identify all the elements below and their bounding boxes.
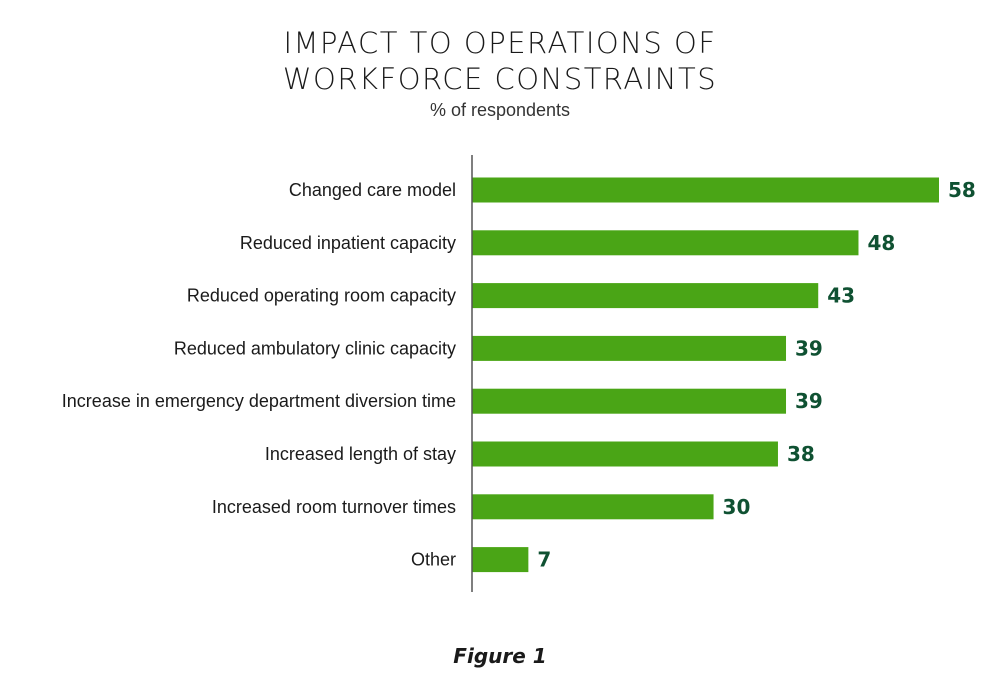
chart-subtitle: % of respondents [429,100,571,120]
bar [472,230,859,256]
value-label: 7 [537,548,551,572]
category-label: Reduced inpatient capacity [240,233,456,253]
category-label: Increased room turnover times [212,497,456,517]
value-label: 39 [795,389,823,413]
bar [472,494,714,520]
bar [472,335,787,361]
figure-caption: Figure 1 [453,644,547,668]
value-label: 38 [787,442,815,466]
bar [472,441,778,467]
value-label: 30 [723,495,751,519]
category-label: Increased length of stay [265,444,456,464]
chart-title-line-2: WORKFORCE CONSTRAINTS [282,62,718,96]
value-label: 58 [948,178,976,202]
category-label: Reduced ambulatory clinic capacity [174,338,456,358]
category-label: Increase in emergency department diversi… [62,391,456,411]
bar [472,177,939,203]
category-label: Reduced operating room capacity [187,286,456,306]
category-label: Changed care model [289,180,456,200]
value-label: 48 [867,231,895,255]
category-label: Other [411,550,456,570]
bar [472,547,529,573]
bar [472,283,819,309]
value-label: 39 [795,336,823,360]
value-label: 43 [827,284,855,308]
bar [472,388,787,414]
chart-title-line-1: IMPACT TO OPERATIONS OF [283,26,717,60]
